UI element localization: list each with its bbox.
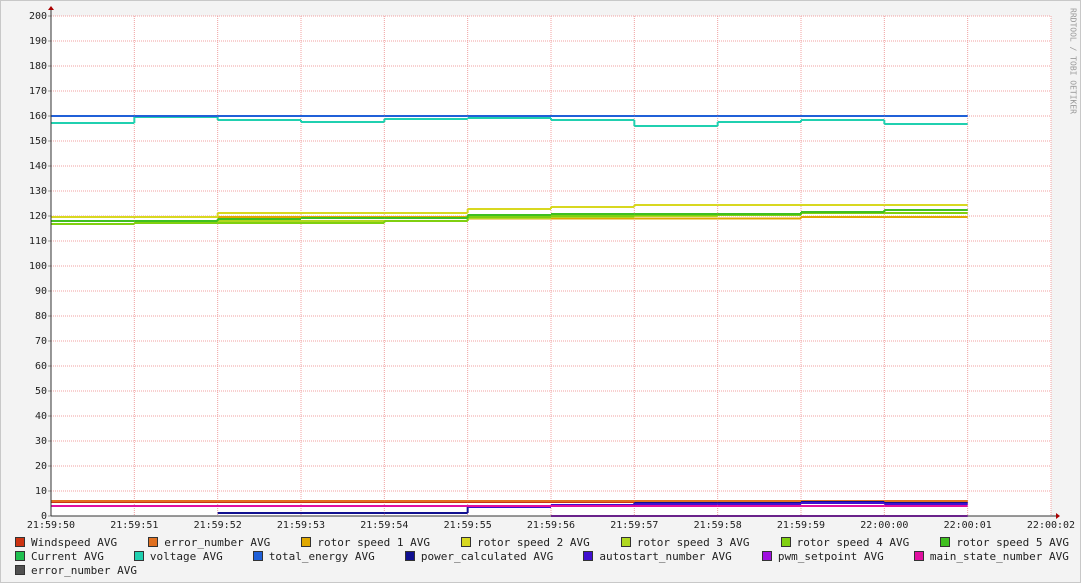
legend-swatch xyxy=(761,551,772,561)
legend-swatch xyxy=(404,551,415,561)
legend-label: rotor speed 3 AVG xyxy=(636,535,750,549)
legend-item: rotor speed 1 AVG xyxy=(301,536,430,549)
legend-item: error_number AVG xyxy=(148,536,270,549)
legend-item: total_energy AVG xyxy=(252,549,375,563)
legend-swatch xyxy=(913,551,924,561)
y-tick-label: 170 xyxy=(29,86,47,97)
x-tick-label: 21:59:51 xyxy=(110,520,158,531)
legend-label: power_calculated AVG xyxy=(420,549,554,563)
y-tick-label: 50 xyxy=(35,386,47,397)
x-tick-label: 21:59:53 xyxy=(277,520,325,531)
x-tick-label: 21:59:50 xyxy=(27,520,75,531)
legend-label: rotor speed 1 AVG xyxy=(317,535,430,549)
legend-item: rotor speed 2 AVG xyxy=(461,536,590,549)
y-tick-label: 100 xyxy=(29,261,47,272)
x-tick-label: 21:59:57 xyxy=(610,520,658,531)
x-tick-label: 21:59:55 xyxy=(444,520,492,531)
legend-label: total_energy AVG xyxy=(268,549,375,563)
legend-swatch xyxy=(780,537,791,547)
y-tick-label: 110 xyxy=(29,236,47,247)
x-tick-label: 22:00:02 xyxy=(1027,520,1075,531)
x-tick-label: 21:59:58 xyxy=(694,520,742,531)
y-tick-label: 30 xyxy=(35,436,47,447)
legend-swatch xyxy=(252,551,263,561)
y-tick-label: 70 xyxy=(35,336,47,347)
legend-swatch xyxy=(15,565,25,575)
y-tick-label: 80 xyxy=(35,311,47,322)
legend: Windspeed AVG error_number AVG rotor speed… xyxy=(15,535,1069,577)
x-tick-label: 21:59:59 xyxy=(777,520,825,531)
legend-item: rotor speed 3 AVG xyxy=(620,535,750,549)
axis-arrow xyxy=(48,6,54,10)
y-tick-label: 200 xyxy=(29,11,47,22)
legend-swatch xyxy=(583,551,594,561)
legend-swatch xyxy=(301,537,312,547)
y-tick-label: 90 xyxy=(35,286,47,297)
legend-row: error_number AVG xyxy=(15,563,1069,577)
legend-swatch xyxy=(15,551,25,561)
axis-arrow xyxy=(1056,513,1060,519)
legend-swatch xyxy=(940,537,951,547)
legend-row: Windspeed AVG error_number AVG rotor speed… xyxy=(15,535,1069,549)
legend-swatch xyxy=(461,537,472,547)
legend-item: main_state_number AVG xyxy=(913,549,1069,563)
legend-label: rotor speed 4 AVG xyxy=(796,535,910,549)
y-tick-label: 180 xyxy=(29,61,47,72)
watermark: RRDTOOL / TOBI OETIKER xyxy=(1069,8,1078,114)
legend-swatch xyxy=(148,537,159,547)
x-tick-label: 21:59:54 xyxy=(360,520,408,531)
y-tick-label: 190 xyxy=(29,36,47,47)
legend-item: power_calculated AVG xyxy=(404,549,554,563)
legend-row: Current AVG voltage AVG total_energy AVG po… xyxy=(15,549,1069,563)
y-tick-label: 150 xyxy=(29,136,47,147)
x-tick-label: 21:59:56 xyxy=(527,520,575,531)
legend-label: voltage AVG xyxy=(149,549,223,563)
y-tick-label: 140 xyxy=(29,161,47,172)
y-tick-label: 0 xyxy=(41,511,47,522)
legend-label: Windspeed AVG xyxy=(31,535,118,549)
y-tick-label: 20 xyxy=(35,461,47,472)
legend-item: Windspeed AVG xyxy=(15,536,117,549)
x-tick-label: 22:00:00 xyxy=(860,520,908,531)
y-tick-label: 40 xyxy=(35,411,47,422)
legend-item: error_number AVG xyxy=(15,564,137,577)
legend-swatch xyxy=(620,537,631,547)
legend-label: error_number AVG xyxy=(31,563,137,577)
legend-item: rotor speed 4 AVG xyxy=(780,535,910,549)
legend-label: main_state_number AVG xyxy=(929,549,1069,563)
y-tick-label: 160 xyxy=(29,111,47,122)
y-tick-label: 130 xyxy=(29,186,47,197)
x-tick-label: 21:59:52 xyxy=(194,520,242,531)
legend-label: error_number AVG xyxy=(164,535,271,549)
legend-item: voltage AVG xyxy=(133,549,223,563)
y-tick-label: 120 xyxy=(29,211,47,222)
legend-swatch xyxy=(15,537,25,547)
y-tick-label: 10 xyxy=(35,486,47,497)
legend-label: rotor speed 5 AVG xyxy=(956,535,1069,549)
y-tick-label: 60 xyxy=(35,361,47,372)
legend-label: autostart_number AVG xyxy=(599,549,732,563)
legend-swatch xyxy=(133,551,144,561)
legend-label: rotor speed 2 AVG xyxy=(477,535,590,549)
legend-label: Current AVG xyxy=(31,549,104,563)
legend-item: rotor speed 5 AVG xyxy=(940,536,1069,549)
legend-item: Current AVG xyxy=(15,550,104,563)
legend-item: pwm_setpoint AVG xyxy=(761,549,884,563)
legend-label: pwm_setpoint AVG xyxy=(777,549,884,563)
x-tick-label: 22:00:01 xyxy=(944,520,992,531)
legend-item: autostart_number AVG xyxy=(583,549,732,563)
